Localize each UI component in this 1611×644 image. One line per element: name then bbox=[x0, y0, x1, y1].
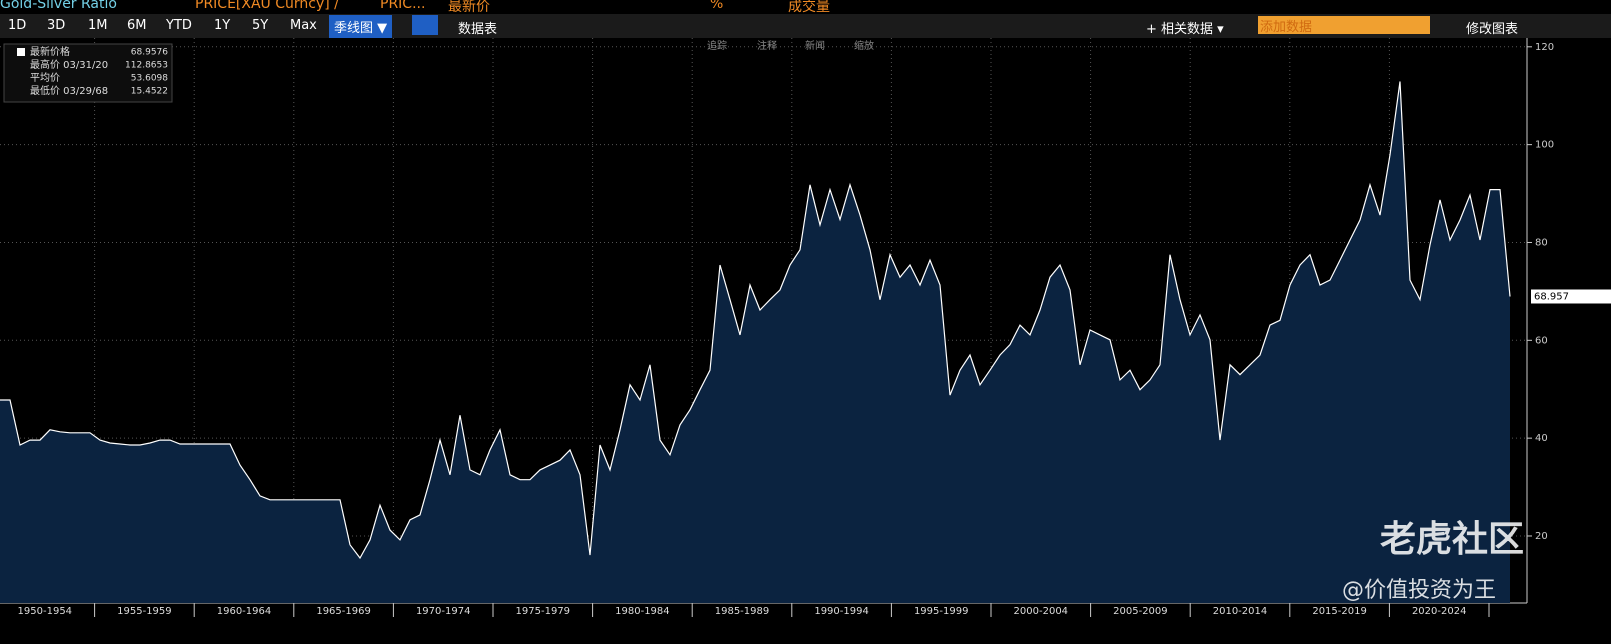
table-button[interactable]: 数据表 bbox=[458, 22, 498, 37]
y-tick-label: 80 bbox=[1535, 237, 1548, 248]
x-tick-label: 2010-2014 bbox=[1213, 606, 1268, 617]
chart-tool[interactable]: 缩放 bbox=[854, 39, 874, 52]
legend-swatch bbox=[17, 48, 25, 56]
range-button[interactable]: 3D bbox=[47, 18, 66, 33]
x-tick-label: 1990-1994 bbox=[814, 606, 869, 617]
area bbox=[0, 81, 1510, 603]
x-tick-label: 1950-1954 bbox=[18, 606, 73, 617]
add-data-input[interactable]: 添加数据 bbox=[1258, 16, 1430, 35]
line-icon-button[interactable] bbox=[412, 15, 438, 35]
legend-label: 最低价 03/29/68 bbox=[30, 84, 108, 97]
x-tick-label: 1965-1969 bbox=[316, 606, 371, 617]
x-tick-label: 2000-2004 bbox=[1014, 606, 1069, 617]
legend-value: 53.6098 bbox=[131, 74, 168, 84]
chart-kind-button[interactable]: 季线图 ▼ bbox=[329, 15, 393, 38]
legend-label: 最高价 03/31/20 bbox=[30, 58, 108, 71]
legend-box: 最新价格 68.9576 最高价 03/31/20 112.8653 平均价 53.609… bbox=[3, 43, 173, 103]
y-tick-label: 120 bbox=[1535, 42, 1554, 53]
formula: PRICE[XAU Curncy] / bbox=[195, 0, 339, 12]
x-tick-label: 1995-1999 bbox=[914, 606, 969, 617]
x-tick-label: 2005-2009 bbox=[1113, 606, 1168, 617]
last-price-tag: 68.957 bbox=[1534, 291, 1569, 302]
watermark-author: @价值投资为王 bbox=[1342, 578, 1497, 603]
x-tick-label: 1955-1959 bbox=[117, 606, 172, 617]
related-button[interactable]: + 相关数据 ▾ bbox=[1146, 22, 1224, 37]
chart: 追踪 注释 新闻 缩放 20 40 60 80 100 120 1950-1954 1955-… bbox=[0, 38, 1611, 617]
legend-value: 112.8653 bbox=[125, 61, 168, 71]
x-tick-label: 1970-1974 bbox=[416, 606, 471, 617]
legend-label: 平均价 bbox=[30, 72, 60, 84]
x-tick-label: 2015-2019 bbox=[1312, 606, 1367, 617]
x-tick-label: 1980-1984 bbox=[615, 606, 670, 617]
line bbox=[0, 81, 1511, 560]
field: % bbox=[710, 0, 724, 12]
chart-tool[interactable]: 新闻 bbox=[805, 39, 825, 52]
range-button[interactable]: 1D bbox=[8, 18, 27, 33]
chart-tool[interactable]: 追踪 bbox=[707, 39, 727, 52]
field: 最新价 bbox=[448, 0, 490, 15]
range-button[interactable]: 5Y bbox=[252, 18, 269, 33]
y-tick-label: 20 bbox=[1535, 531, 1548, 542]
toolbar: 1D 3D 1M 6M YTD 1Y 5Y Max 季线图 ▼ 数据表 + 相关… bbox=[0, 14, 1611, 38]
y-tick-label: 60 bbox=[1535, 335, 1548, 346]
legend-bg bbox=[3, 43, 173, 103]
watermark-brand: 老虎社区 bbox=[1380, 519, 1525, 560]
edit-chart-button[interactable]: 修改图表 bbox=[1466, 22, 1519, 37]
chart-tool[interactable]: 注释 bbox=[757, 39, 777, 52]
range-button[interactable]: 6M bbox=[127, 18, 147, 33]
range-button[interactable]: 1Y bbox=[214, 18, 231, 33]
legend-value: 15.4522 bbox=[131, 87, 168, 97]
x-tick-label: 1985-1989 bbox=[715, 606, 770, 617]
range-button[interactable]: 1M bbox=[88, 18, 108, 33]
x-tick-label: 1960-1964 bbox=[217, 606, 272, 617]
legend-value: 68.9576 bbox=[131, 48, 168, 58]
security-title: Gold-Silver Ratio bbox=[0, 0, 117, 12]
legend-label: 最新价格 bbox=[30, 45, 70, 58]
x-tick-label: 1975-1979 bbox=[516, 606, 571, 617]
range-button[interactable]: YTD bbox=[166, 18, 192, 33]
field: 成交量 bbox=[788, 0, 830, 15]
last-price-tag-bg bbox=[1531, 289, 1611, 304]
y-tick-label: 100 bbox=[1535, 140, 1554, 151]
range-button[interactable]: Max bbox=[290, 18, 317, 33]
formula-more: PRIC... bbox=[380, 0, 426, 12]
y-tick-label: 40 bbox=[1535, 433, 1548, 444]
x-tick-label: 2020-2024 bbox=[1412, 606, 1467, 617]
